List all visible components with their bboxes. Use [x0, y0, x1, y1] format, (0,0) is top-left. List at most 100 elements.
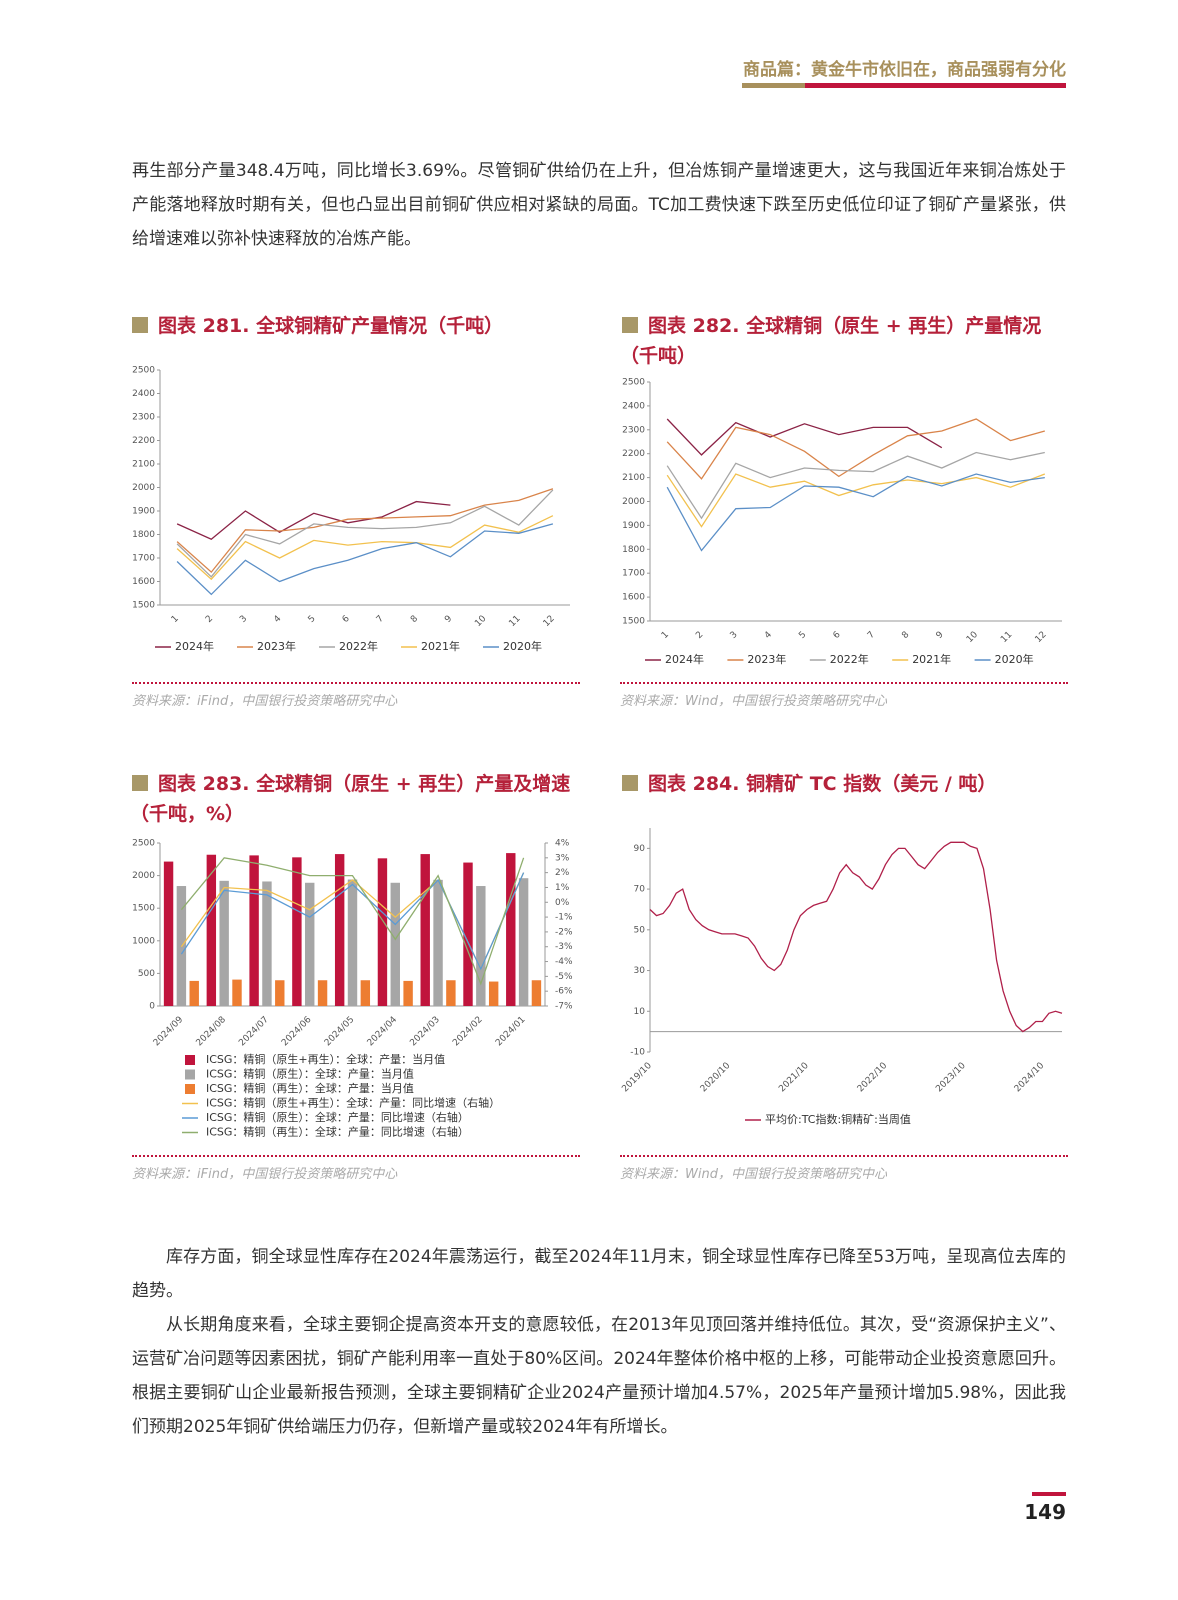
- x-tick-label: 10: [473, 614, 488, 629]
- y-tick-label: -7%: [555, 1002, 573, 1012]
- y-tick-label: 1600: [622, 593, 645, 603]
- x-tick-label: 2019/10: [620, 1061, 654, 1095]
- x-tick-label: 6: [341, 614, 352, 625]
- y-tick-label: 3%: [555, 853, 570, 863]
- bar: [403, 980, 413, 1006]
- x-tick-label: 2024/01: [494, 1015, 528, 1049]
- y-tick-label: 0: [149, 1002, 155, 1012]
- chart-title-text: 图表 283. 全球精铜（原生 + 再生）产量及增速（千吨，%）: [130, 773, 571, 825]
- bar: [206, 854, 217, 1006]
- legend-swatch: [185, 1069, 195, 1080]
- y-tick-label: -10: [630, 1048, 645, 1058]
- y-tick-label: 4%: [555, 839, 570, 849]
- x-tick-label: 1: [660, 630, 671, 641]
- legend-label: 2022年: [830, 652, 869, 666]
- line-series: [176, 515, 554, 581]
- chart-title: 图表 283. 全球精铜（原生 + 再生）产量及增速（千吨，%）: [130, 769, 580, 829]
- line-series: [176, 488, 554, 574]
- y-tick-label: 2000: [622, 497, 645, 507]
- y-tick-label: 1600: [132, 577, 155, 587]
- y-tick-label: 90: [634, 844, 646, 854]
- x-tick-label: 2024/06: [280, 1015, 314, 1049]
- line-series: [176, 523, 554, 596]
- legend-label: ICSG：精铜（原生）：全球：产量：当月值: [206, 1067, 414, 1081]
- header-title: 商品篇：黄金牛市依旧在，商品强弱有分化: [743, 60, 1066, 80]
- bar: [317, 980, 328, 1006]
- chart-source: 资料来源：iFind，中国银行投资策略研究中心: [132, 1155, 580, 1182]
- line-series: [176, 500, 451, 540]
- y-tick-label: 0%: [555, 898, 570, 908]
- x-tick-label: 4: [763, 630, 774, 641]
- x-tick-label: 10: [965, 630, 980, 645]
- legend-label: 2023年: [747, 652, 786, 666]
- y-tick-label: 50: [634, 925, 646, 935]
- x-tick-label: 2024/10: [1013, 1061, 1047, 1095]
- bar: [390, 882, 400, 1006]
- y-tick-label: 1500: [132, 904, 155, 914]
- y-tick-label: 2000: [132, 483, 155, 493]
- y-tick-label: 2300: [132, 413, 155, 423]
- x-tick-label: 2024/04: [366, 1015, 400, 1049]
- y-tick-label: 2500: [132, 366, 155, 376]
- x-tick-label: 7: [866, 630, 877, 641]
- page-number: 149: [1024, 1500, 1066, 1524]
- y-tick-label: 2400: [622, 401, 645, 411]
- legend-label: ICSG：精铜（原生+再生）：全球：产量：同比增速（右轴）: [206, 1096, 500, 1110]
- y-tick-label: 1%: [555, 883, 570, 893]
- legend-label: 2021年: [912, 652, 951, 666]
- legend-swatch: [185, 1055, 195, 1065]
- legend-label: 2021年: [421, 639, 460, 653]
- chart-source: 资料来源：Wind，中国银行投资策略研究中心: [620, 682, 1068, 709]
- bar: [163, 861, 174, 1006]
- bar: [347, 879, 358, 1006]
- y-tick-label: -1%: [555, 913, 573, 923]
- y-tick-label: -3%: [555, 942, 573, 952]
- chart-title: 图表 282. 全球精铜（原生 + 再生）产量情况（千吨）: [620, 311, 1070, 371]
- legend-label: ICSG：精铜（原生+再生）：全球：产量：当月值: [206, 1052, 445, 1066]
- y-tick-label: 2%: [555, 868, 570, 878]
- bar: [262, 881, 272, 1006]
- legend-label: 2024年: [665, 652, 704, 666]
- y-tick-label: 1500: [622, 617, 645, 627]
- x-tick-label: 2024/08: [195, 1015, 229, 1049]
- page-number-rule: [1032, 1492, 1066, 1496]
- x-tick-label: 6: [832, 630, 843, 641]
- x-tick-label: 3: [729, 630, 740, 641]
- chart-source: 资料来源：iFind，中国银行投资策略研究中心: [132, 682, 580, 709]
- y-tick-label: 2400: [132, 389, 155, 399]
- bar: [232, 979, 242, 1006]
- x-tick-label: 2020/10: [699, 1061, 733, 1095]
- x-tick-label: 2024/09: [152, 1015, 186, 1049]
- bar: [446, 980, 456, 1006]
- legend-label: 2020年: [503, 639, 542, 653]
- x-tick-label: 1: [170, 614, 181, 625]
- legend-label: 2022年: [339, 639, 378, 653]
- x-tick-label: 2: [204, 614, 215, 625]
- legend-label: ICSG：精铜（再生）：全球：产量：当月值: [206, 1081, 414, 1095]
- chart-title-text: 图表 282. 全球精铜（原生 + 再生）产量情况（千吨）: [620, 315, 1042, 367]
- y-tick-label: 2100: [132, 460, 155, 470]
- x-tick-label: 9: [443, 614, 454, 625]
- bar: [476, 886, 486, 1006]
- bar: [219, 880, 229, 1006]
- y-tick-label: 1700: [132, 554, 155, 564]
- y-tick-label: 2200: [132, 436, 155, 446]
- header-rule-gold: [742, 83, 805, 88]
- legend-label: 2020年: [995, 652, 1034, 666]
- chart: 0 500 1000 1500 2000 2500 -7% -6% -5% -4% -3% -2% -1…: [132, 839, 573, 1139]
- line-series: [649, 841, 1063, 1033]
- legend-label: 平均价:TC指数:铜精矿:当周值: [765, 1112, 911, 1126]
- x-tick-label: 8: [900, 630, 911, 641]
- line-series: [180, 872, 525, 971]
- x-tick-label: 7: [375, 614, 386, 625]
- x-tick-label: 2024/03: [408, 1015, 442, 1049]
- y-tick-label: 2200: [622, 449, 645, 459]
- y-tick-label: 1500: [132, 601, 155, 611]
- bar: [334, 854, 345, 1006]
- y-tick-label: -2%: [555, 927, 573, 937]
- x-tick-label: 12: [542, 614, 557, 629]
- x-tick-label: 3: [238, 614, 249, 625]
- bar: [420, 854, 430, 1006]
- y-tick-label: 30: [634, 966, 646, 976]
